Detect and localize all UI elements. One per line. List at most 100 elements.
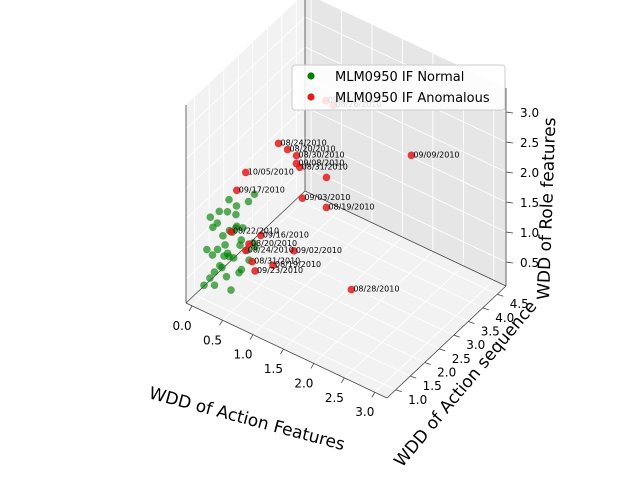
grid-line-x	[344, 265, 464, 379]
grid-line-x	[283, 236, 403, 350]
y-tick-label: 2.5	[452, 352, 471, 366]
y-tick-mark	[439, 348, 446, 352]
point-annotation: 09/03/2010	[304, 193, 350, 202]
z-tick-label: 2.0	[520, 166, 539, 180]
point-annotation: 08/31/2010	[254, 257, 300, 266]
grid-line-x	[252, 222, 373, 335]
z-tick-label: 1.5	[520, 196, 539, 210]
point-annotation: 08/22/2010	[233, 227, 279, 236]
point-anomalous	[274, 139, 283, 148]
point-annotation: 09/09/2010	[413, 150, 459, 159]
point-anomalous	[227, 227, 235, 236]
point-annotation: 08/24/2010	[248, 245, 294, 254]
point-normal	[251, 243, 259, 251]
x-tick-label: 3.0	[355, 405, 374, 419]
point-annotation: 08/30/2010	[299, 151, 345, 160]
x-tick-mark	[219, 320, 223, 326]
y-tick-mark	[410, 375, 417, 379]
y-tick-mark	[453, 334, 460, 338]
legend-normal-label: MLM0950 IF Normal	[335, 70, 464, 85]
x-tick-mark	[188, 305, 193, 312]
y-tick-label: 1.0	[408, 393, 427, 407]
z-tick-mark	[505, 201, 514, 204]
x-tick-mark	[310, 363, 315, 369]
y-tick-label: 4.0	[495, 311, 514, 325]
point-normal	[210, 268, 219, 276]
point-anomalous	[248, 257, 256, 266]
point-normal	[235, 268, 243, 277]
point-anomalous	[269, 261, 277, 270]
point-normal	[210, 281, 219, 290]
legend-anomalous-marker	[307, 93, 315, 101]
point-anomalous	[347, 285, 356, 294]
grid-line-x	[222, 207, 342, 321]
point-normal	[223, 249, 232, 258]
point-anomalous	[251, 267, 259, 275]
grid-line-z	[304, 136, 507, 233]
point-normal	[232, 202, 241, 210]
y-tick-mark	[497, 293, 504, 297]
z-tick-mark	[505, 141, 514, 144]
y-tick-label: 2.0	[437, 365, 456, 379]
grid-line-z	[185, 136, 306, 250]
z-tick-mark	[505, 171, 514, 174]
point-normal	[215, 207, 224, 216]
pane-edge	[304, 190, 507, 287]
point-normal	[223, 207, 232, 216]
point-annotation: 08/19/2010	[328, 202, 374, 211]
grid-line-x	[374, 279, 495, 393]
point-normal	[236, 241, 244, 249]
x-tick-mark	[341, 377, 345, 384]
point-annotation: 08/28/2010	[353, 285, 399, 294]
y-tick-mark	[468, 321, 475, 324]
z-tick-mark	[505, 231, 514, 234]
point-anomalous	[290, 246, 298, 255]
grid-line-z	[185, 106, 306, 220]
point-normal	[244, 197, 253, 206]
point-anomalous	[241, 246, 250, 255]
legend-normal-marker	[307, 72, 315, 80]
point-normal	[216, 261, 224, 270]
point-anomalous	[245, 240, 253, 248]
grid-line-y	[223, 267, 425, 363]
point-annotation: 09/23/2010	[257, 266, 303, 275]
point-normal	[213, 245, 222, 254]
point-normal	[200, 281, 208, 290]
x-axis-line	[185, 302, 388, 399]
point-anomalous	[232, 186, 241, 195]
point-normal	[213, 219, 222, 227]
point-anomalous	[257, 231, 265, 240]
point-anomalous	[322, 173, 331, 182]
point-normal	[229, 254, 238, 262]
point-annotation: 08/20/2010	[251, 239, 297, 248]
point-annotation: 09/17/2010	[239, 185, 285, 194]
point-annotation: 08/20/2010	[290, 145, 336, 154]
grid-line-y	[238, 253, 440, 350]
grid-line-z	[304, 166, 507, 263]
y-tick-mark	[424, 362, 431, 365]
point-annotation: 08/24/2010	[281, 138, 327, 147]
point-annotations: 09/03/201008/26/201009/09/201008/24/2010…	[233, 96, 460, 294]
grid-line-z	[185, 46, 306, 160]
point-normal	[222, 272, 231, 281]
y-tick-label: 3.0	[466, 338, 485, 352]
y-axis-line	[386, 285, 507, 399]
point-annotation: 09/16/2010	[263, 230, 309, 239]
point-anomalous	[292, 159, 301, 168]
y-tick-mark	[395, 389, 402, 393]
z-tick-mark	[505, 261, 514, 264]
point-anomalous	[407, 151, 416, 160]
point-anomalous	[298, 194, 307, 203]
grid-line-z	[304, 106, 507, 203]
grid-line-y	[281, 212, 483, 309]
point-anomalous	[241, 168, 250, 177]
z-tick-label: 3.0	[520, 106, 539, 120]
y-tick-label: 4.5	[510, 297, 529, 311]
grid-line-z	[185, 16, 306, 130]
point-normal	[239, 224, 247, 232]
point-normal	[221, 241, 229, 249]
z-tick-label: 0.5	[520, 256, 539, 270]
point-annotation: 08/19/2010	[275, 260, 321, 269]
